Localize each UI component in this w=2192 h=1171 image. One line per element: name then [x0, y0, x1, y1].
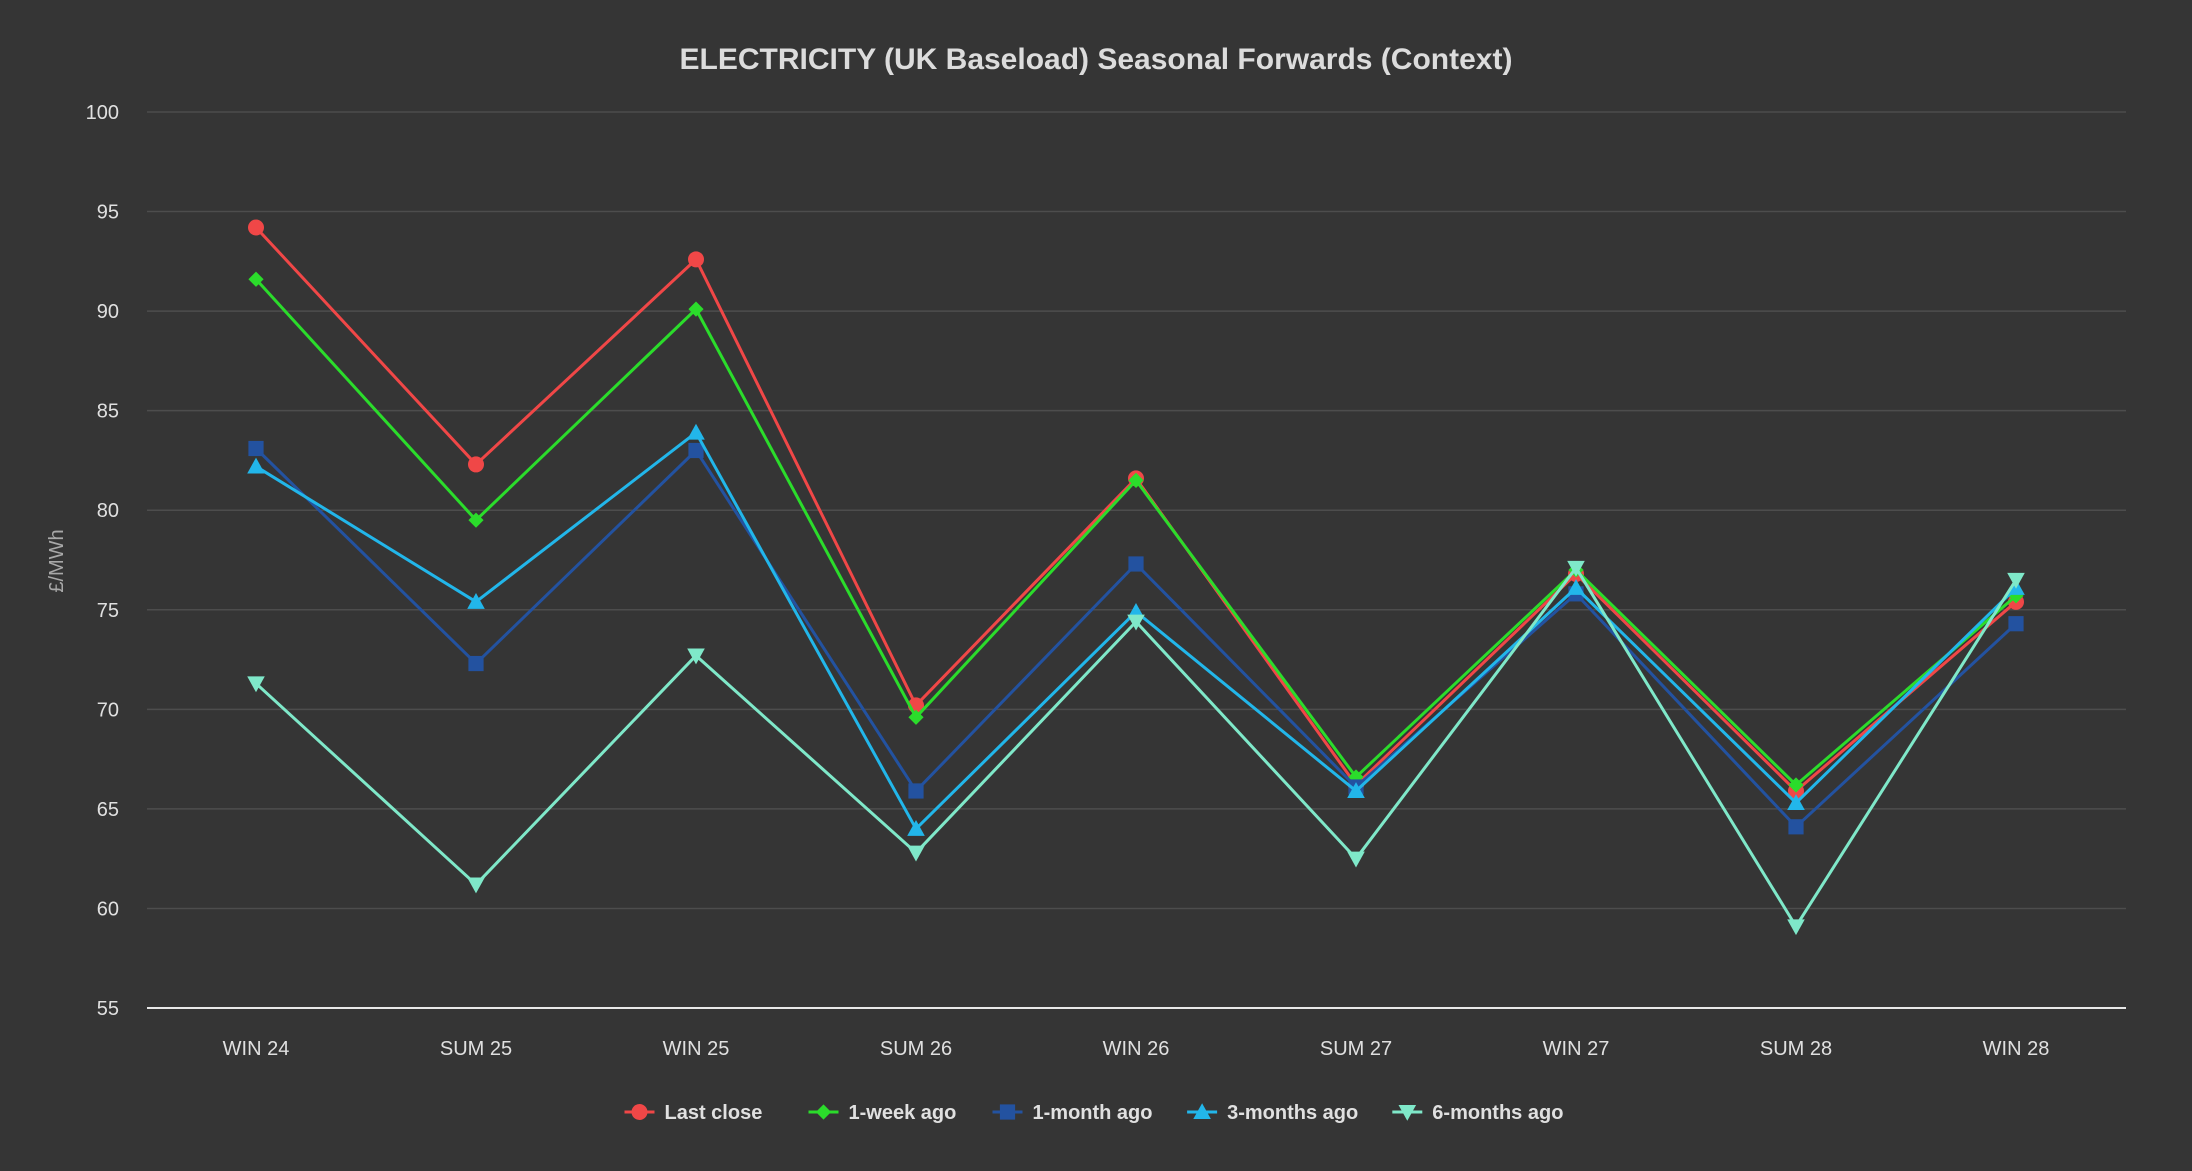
- legend-item[interactable]: 3-months ago: [1187, 1102, 1358, 1124]
- legend-swatch-marker: [815, 1104, 832, 1120]
- y-tick-label: 90: [97, 301, 119, 323]
- data-point: [1348, 769, 1364, 785]
- legend-swatch-marker: [631, 1104, 648, 1120]
- data-point: [1787, 794, 1805, 810]
- data-point: [908, 709, 924, 725]
- data-point: [1128, 472, 1144, 488]
- legend-swatch-marker: [1193, 1103, 1211, 1120]
- data-point: [467, 593, 485, 609]
- y-axis-label: £/MWh: [46, 529, 68, 592]
- data-point: [687, 648, 705, 665]
- data-point: [247, 457, 265, 474]
- legend-swatch-marker: [1398, 1104, 1417, 1121]
- grid-lines: [147, 111, 2126, 1009]
- legend-item[interactable]: 1-week ago: [808, 1102, 957, 1124]
- data-point: [1128, 556, 1144, 572]
- x-tick-label: SUM 25: [440, 1038, 512, 1060]
- series-1: [248, 271, 2024, 793]
- data-point: [908, 783, 924, 799]
- legend-item[interactable]: 1-month ago: [992, 1102, 1153, 1124]
- data-point: [688, 442, 704, 459]
- y-tick-label: 70: [97, 699, 119, 721]
- y-axis-ticks: 55 60 65 70 75 80 85 90 95 100: [86, 102, 119, 1020]
- x-axis-ticks: WIN 24 SUM 25 WIN 25 SUM 26 WIN 26 SUM 27 WIN …: [223, 1038, 2050, 1060]
- data-point: [248, 271, 264, 287]
- data-point: [247, 676, 265, 693]
- data-point: [1347, 782, 1365, 799]
- y-tick-label: 60: [97, 898, 119, 920]
- legend-label: 3-months ago: [1227, 1102, 1358, 1124]
- y-tick-label: 85: [97, 401, 119, 423]
- data-point: [2008, 616, 2024, 632]
- data-point: [467, 877, 485, 894]
- legend-label: 1-month ago: [1033, 1102, 1153, 1124]
- chart-title: ELECTRICITY (UK Baseload) Seasonal Forwa…: [680, 43, 1513, 76]
- x-tick-label: WIN 28: [1983, 1038, 2050, 1060]
- data-point: [1127, 614, 1145, 631]
- data-point: [2008, 588, 2024, 604]
- y-tick-label: 100: [86, 102, 119, 124]
- series-lines: [247, 219, 2025, 936]
- legend-label: Last close: [665, 1102, 763, 1124]
- y-tick-label: 65: [97, 799, 119, 821]
- x-tick-label: SUM 27: [1320, 1038, 1392, 1060]
- series-2: [248, 440, 2024, 835]
- data-point: [468, 512, 484, 528]
- series-4: [247, 560, 2025, 936]
- data-point: [1567, 560, 1585, 577]
- data-point: [687, 423, 705, 440]
- data-point: [1347, 851, 1365, 868]
- data-point: [1567, 579, 1585, 595]
- data-point: [1788, 777, 1804, 793]
- x-tick-label: SUM 28: [1760, 1038, 1832, 1060]
- data-point: [248, 219, 264, 236]
- y-tick-label: 55: [97, 998, 119, 1020]
- data-point: [468, 456, 484, 473]
- legend-label: 6-months ago: [1432, 1102, 1563, 1124]
- data-point: [907, 820, 925, 836]
- legend-item[interactable]: 6-months ago: [1392, 1102, 1563, 1124]
- data-point: [2007, 572, 2025, 589]
- legend-label: 1-week ago: [849, 1102, 957, 1124]
- data-point: [688, 301, 704, 317]
- legend-swatch-marker: [999, 1104, 1016, 1120]
- data-point: [468, 655, 484, 672]
- x-tick-label: WIN 24: [223, 1038, 290, 1060]
- series-line: [254, 447, 2018, 829]
- data-point: [248, 440, 264, 457]
- x-tick-label: WIN 25: [663, 1038, 730, 1060]
- legend: Last close 1-week ago 1-month ago 3-months …: [624, 1102, 1563, 1124]
- legend-item[interactable]: Last close: [624, 1102, 763, 1124]
- series-0: [248, 219, 2024, 799]
- x-tick-label: WIN 27: [1543, 1038, 1610, 1060]
- data-point: [907, 845, 925, 862]
- y-tick-label: 75: [97, 600, 119, 622]
- series-line: [255, 431, 2018, 831]
- data-point: [688, 251, 704, 268]
- x-tick-label: SUM 26: [880, 1038, 952, 1060]
- y-tick-label: 80: [97, 500, 119, 522]
- data-point: [1788, 819, 1804, 835]
- series-line: [254, 226, 2017, 793]
- y-tick-label: 95: [97, 202, 119, 224]
- x-tick-label: WIN 26: [1103, 1038, 1170, 1060]
- data-point: [1787, 919, 1805, 936]
